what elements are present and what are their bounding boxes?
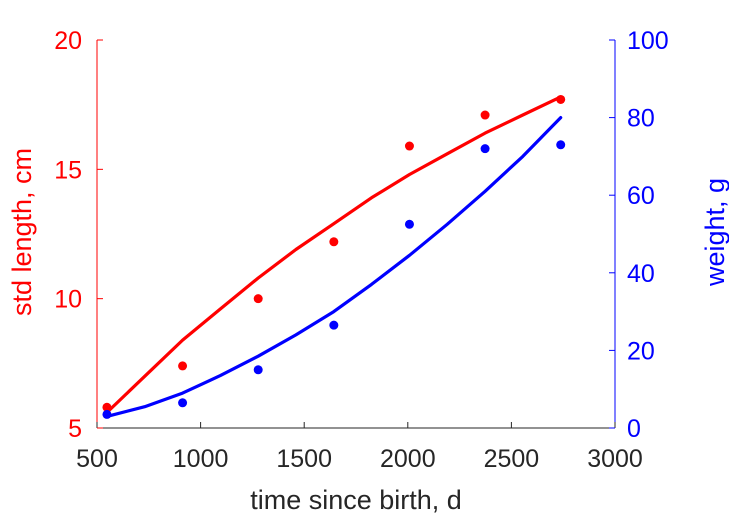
x-tick-label: 3000 <box>587 445 643 473</box>
right-y-tick-label: 80 <box>627 105 655 133</box>
length-data-point <box>480 110 490 120</box>
tick-labels: 500 1000 1500 2000 2500 3000 5 10 15 20 0 20 40 60 80 1… <box>54 27 669 473</box>
weight-data-point <box>480 144 490 154</box>
x-tick-label: 500 <box>76 445 118 473</box>
series-lines <box>105 95 563 418</box>
weight-data-point <box>253 365 263 375</box>
length-data-point <box>102 402 112 412</box>
x-tick-label: 1000 <box>173 445 229 473</box>
weight-fit-line <box>105 116 563 418</box>
weight-data-point <box>329 320 339 330</box>
right-y-tick-label: 40 <box>627 260 655 288</box>
right-y-tick-label: 60 <box>627 182 655 210</box>
x-tick-label: 2000 <box>380 445 436 473</box>
series-points <box>102 94 566 419</box>
x-tick-label: 2500 <box>484 445 540 473</box>
right-y-axis-title: weight, g <box>700 178 729 287</box>
left-y-tick-label: 20 <box>54 27 82 55</box>
weight-data-point <box>556 140 566 150</box>
length-fit-line <box>105 95 563 415</box>
x-tick-label: 1500 <box>276 445 332 473</box>
weight-data-point <box>178 398 188 408</box>
axes-frame <box>96 39 616 429</box>
left-y-axis-title: std length, cm <box>7 148 37 316</box>
x-axis-title: time since birth, d <box>250 485 462 515</box>
length-data-point <box>556 94 566 104</box>
right-y-tick-label: 0 <box>627 415 641 443</box>
weight-data-point <box>102 409 112 419</box>
length-data-point <box>178 361 188 371</box>
left-y-tick-label: 15 <box>54 156 82 184</box>
right-y-tick-label: 100 <box>627 27 669 55</box>
left-y-tick-label: 5 <box>68 415 82 443</box>
weight-data-point <box>404 219 414 229</box>
left-y-tick-label: 10 <box>54 286 82 314</box>
length-data-point <box>253 294 263 304</box>
length-data-point <box>329 237 339 247</box>
length-data-point <box>404 141 414 151</box>
right-y-tick-label: 20 <box>627 337 655 365</box>
